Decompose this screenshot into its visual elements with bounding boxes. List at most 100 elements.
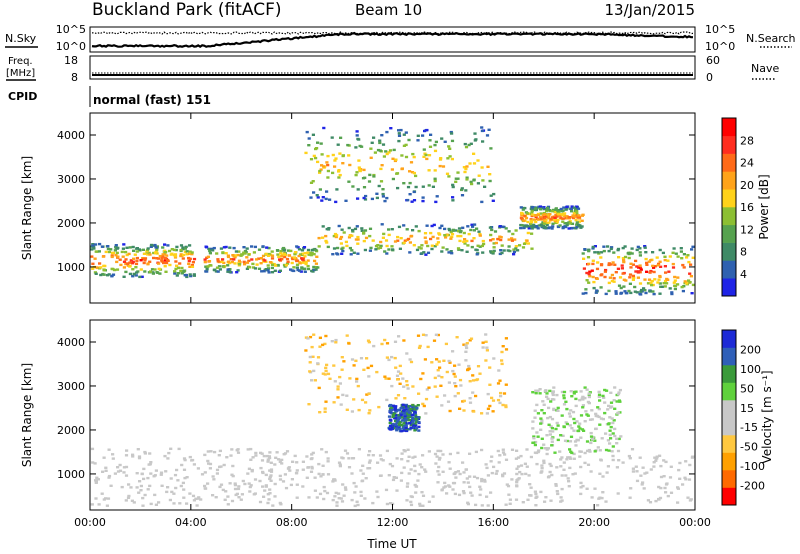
velocity-cell (412, 426, 416, 429)
velocity-cell (414, 424, 418, 427)
power-cell (301, 261, 305, 264)
velocity-cell (594, 427, 598, 431)
power-cell (188, 265, 192, 268)
power-cell (548, 209, 552, 212)
velocity-cell (501, 451, 506, 454)
velocity-cell (556, 409, 560, 412)
velocity-cell (536, 435, 540, 438)
velocity-cell (149, 502, 153, 506)
x-tick-label: 20:00 (578, 516, 610, 529)
velocity-cell (585, 440, 590, 443)
velocity-cell (310, 453, 314, 456)
power-cell (553, 219, 557, 223)
velocity-cell (568, 466, 572, 470)
velocity-cell (321, 372, 325, 375)
velocity-cell (266, 460, 270, 463)
power-cell (110, 255, 114, 259)
power-cell (466, 225, 470, 228)
power-cell (470, 182, 474, 186)
velocity-cell (500, 359, 504, 362)
power-cell (653, 278, 657, 281)
velocity-cell (405, 383, 409, 387)
velocity-cell (331, 498, 335, 502)
velocity-cell (555, 421, 559, 425)
velocity-cell (676, 486, 680, 489)
velocity-cell (436, 481, 440, 484)
power-cell (565, 205, 569, 209)
power-cell (400, 167, 404, 170)
power-cell (551, 210, 555, 213)
power-cell (573, 215, 577, 218)
velocity-cell (539, 471, 543, 474)
power-cell (190, 252, 194, 256)
velocity-cell (137, 491, 141, 494)
power-cell (608, 276, 612, 279)
power-cell (674, 252, 678, 255)
power-cell (312, 191, 316, 194)
velocity-cell (540, 467, 544, 470)
power-cell (465, 250, 469, 253)
velocity-cell (368, 409, 372, 412)
power-cell (379, 180, 384, 183)
velocity-cell (556, 492, 560, 496)
velocity-cell (609, 406, 613, 409)
velocity-cell (579, 436, 583, 439)
power-cell (173, 255, 178, 258)
velocity-cell (484, 333, 488, 336)
colorbar-tick-label: 8 (740, 246, 747, 259)
velocity-cell (271, 504, 275, 507)
power-cell (245, 267, 249, 270)
power-cell (402, 144, 406, 147)
velocity-cell (406, 416, 410, 419)
power-cell (163, 243, 167, 246)
power-cell (374, 244, 379, 248)
power-cell (154, 246, 158, 249)
velocity-cell (436, 333, 440, 337)
power-cell (267, 252, 271, 256)
power-cell (314, 249, 318, 252)
power-cell (502, 225, 506, 229)
power-cell (450, 252, 454, 255)
power-cell (340, 252, 344, 255)
velocity-cell (590, 409, 594, 412)
nave-tick-low: 0 (706, 71, 713, 84)
power-cell (518, 244, 522, 247)
power-cell (465, 178, 469, 181)
power-cell (488, 179, 492, 183)
power-cell (685, 282, 689, 285)
power-cell (577, 225, 581, 228)
velocity-cell (659, 486, 663, 490)
power-cell (360, 229, 364, 232)
power-cell (314, 268, 318, 271)
velocity-cell (356, 384, 360, 388)
power-cell (435, 195, 439, 198)
power-cell (92, 245, 96, 248)
velocity-cell (438, 366, 442, 369)
power-cell (570, 205, 574, 208)
power-cell (312, 265, 316, 269)
velocity-cell (506, 484, 511, 488)
velocity-cell (352, 481, 356, 485)
power-cell (468, 162, 472, 165)
power-cell (113, 249, 117, 252)
site-title: Buckland Park (fitACF) (92, 0, 282, 20)
velocity-cell (560, 474, 564, 477)
velocity-cell (338, 464, 342, 468)
power-cell (408, 170, 412, 173)
power-cell (380, 134, 384, 137)
power-cell (519, 206, 523, 209)
power-cell (426, 251, 431, 254)
power-cell (315, 255, 319, 258)
velocity-cell (169, 447, 173, 450)
velocity-cell (393, 356, 397, 360)
velocity-cell (601, 417, 605, 421)
velocity-cell (397, 335, 401, 338)
velocity-cell (526, 498, 530, 501)
velocity-cell (247, 482, 251, 485)
velocity-cell (498, 379, 502, 382)
power-cell (138, 275, 142, 279)
velocity-cell (142, 477, 146, 481)
velocity-cell (182, 488, 186, 491)
power-cell (612, 277, 616, 280)
velocity-cell (380, 342, 384, 346)
